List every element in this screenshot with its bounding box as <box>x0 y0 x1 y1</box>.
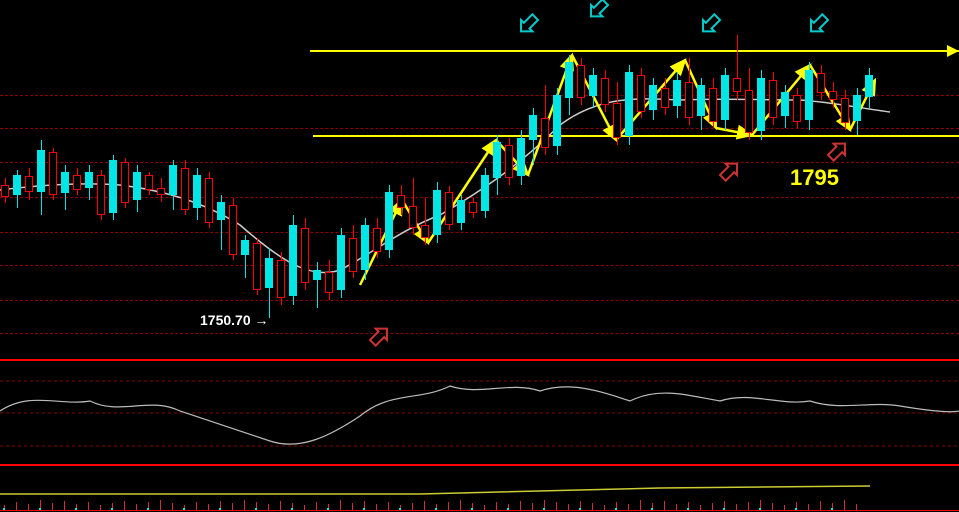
candle[interactable] <box>1 185 9 197</box>
candle[interactable] <box>469 202 477 213</box>
price-panel[interactable]: 1750.70 → 1795 <box>0 0 959 360</box>
candle[interactable] <box>325 272 333 293</box>
candle[interactable] <box>241 240 249 255</box>
candle[interactable] <box>757 78 765 131</box>
candle[interactable] <box>733 78 741 92</box>
price-label: 1795 <box>790 165 839 191</box>
candle[interactable] <box>337 235 345 290</box>
indicator-panel-2[interactable] <box>0 465 959 511</box>
candle[interactable] <box>493 142 501 178</box>
candle[interactable] <box>637 75 645 112</box>
sell-signal-icon <box>515 12 540 37</box>
indicator-panel-1[interactable] <box>0 360 959 465</box>
candle[interactable] <box>565 62 573 98</box>
candle[interactable] <box>589 75 597 96</box>
candle[interactable] <box>613 103 621 138</box>
candle[interactable] <box>745 90 753 133</box>
candle[interactable] <box>853 95 861 121</box>
candle[interactable] <box>97 175 105 215</box>
candle[interactable] <box>529 115 537 140</box>
candle[interactable] <box>445 192 453 225</box>
candle[interactable] <box>109 160 117 213</box>
indicator2-svg <box>0 466 959 512</box>
candle[interactable] <box>253 243 261 290</box>
candle[interactable] <box>205 178 213 223</box>
candle[interactable] <box>673 80 681 106</box>
candle[interactable] <box>661 88 669 108</box>
candle[interactable] <box>625 72 633 136</box>
candle[interactable] <box>577 65 585 98</box>
candle[interactable] <box>121 162 129 203</box>
candle[interactable] <box>85 172 93 188</box>
candle[interactable] <box>517 138 525 176</box>
candle[interactable] <box>433 190 441 235</box>
candle[interactable] <box>409 206 417 228</box>
candle[interactable] <box>601 78 609 105</box>
candle[interactable] <box>25 176 33 192</box>
candle[interactable] <box>289 225 297 296</box>
candle[interactable] <box>841 98 849 123</box>
candle[interactable] <box>805 70 813 120</box>
candle[interactable] <box>265 258 273 288</box>
candle[interactable] <box>277 260 285 298</box>
candle[interactable] <box>217 202 225 220</box>
candle-wick <box>317 262 318 308</box>
candle[interactable] <box>181 168 189 210</box>
candle[interactable] <box>49 152 57 195</box>
candle[interactable] <box>505 145 513 178</box>
candle[interactable] <box>145 175 153 190</box>
candle[interactable] <box>169 165 177 195</box>
candle[interactable] <box>313 270 321 280</box>
candle[interactable] <box>541 118 549 148</box>
sell-signal-icon <box>697 12 722 37</box>
candle[interactable] <box>421 225 429 238</box>
candle[interactable] <box>709 88 717 122</box>
candle[interactable] <box>373 228 381 252</box>
candle[interactable] <box>793 95 801 122</box>
candle[interactable] <box>781 92 789 116</box>
candle[interactable] <box>829 91 837 100</box>
candle[interactable] <box>13 175 21 195</box>
candle[interactable] <box>553 95 561 146</box>
candle[interactable] <box>229 205 237 255</box>
candle[interactable] <box>481 175 489 211</box>
candle[interactable] <box>697 85 705 116</box>
candle[interactable] <box>817 73 825 93</box>
candle[interactable] <box>649 85 657 110</box>
candle[interactable] <box>685 82 693 118</box>
buy-signal-icon <box>367 323 392 348</box>
candle[interactable] <box>397 195 405 208</box>
candle[interactable] <box>385 192 393 250</box>
candle[interactable] <box>61 172 69 193</box>
sell-signal-icon <box>585 0 610 22</box>
candle[interactable] <box>157 188 165 195</box>
candle[interactable] <box>73 175 81 190</box>
candle[interactable] <box>133 172 141 200</box>
sell-signal-icon <box>805 12 830 37</box>
price-label: 1750.70 → <box>200 312 269 328</box>
candle[interactable] <box>301 228 309 283</box>
candle[interactable] <box>721 75 729 120</box>
candle[interactable] <box>457 200 465 223</box>
candle[interactable] <box>37 150 45 192</box>
buy-signal-icon <box>717 158 742 183</box>
buy-signal-icon <box>825 138 850 163</box>
candle[interactable] <box>361 225 369 270</box>
candle[interactable] <box>349 238 357 272</box>
candle[interactable] <box>865 75 873 97</box>
candle[interactable] <box>193 175 201 208</box>
indicator1-svg <box>0 361 959 466</box>
candle[interactable] <box>769 80 777 118</box>
